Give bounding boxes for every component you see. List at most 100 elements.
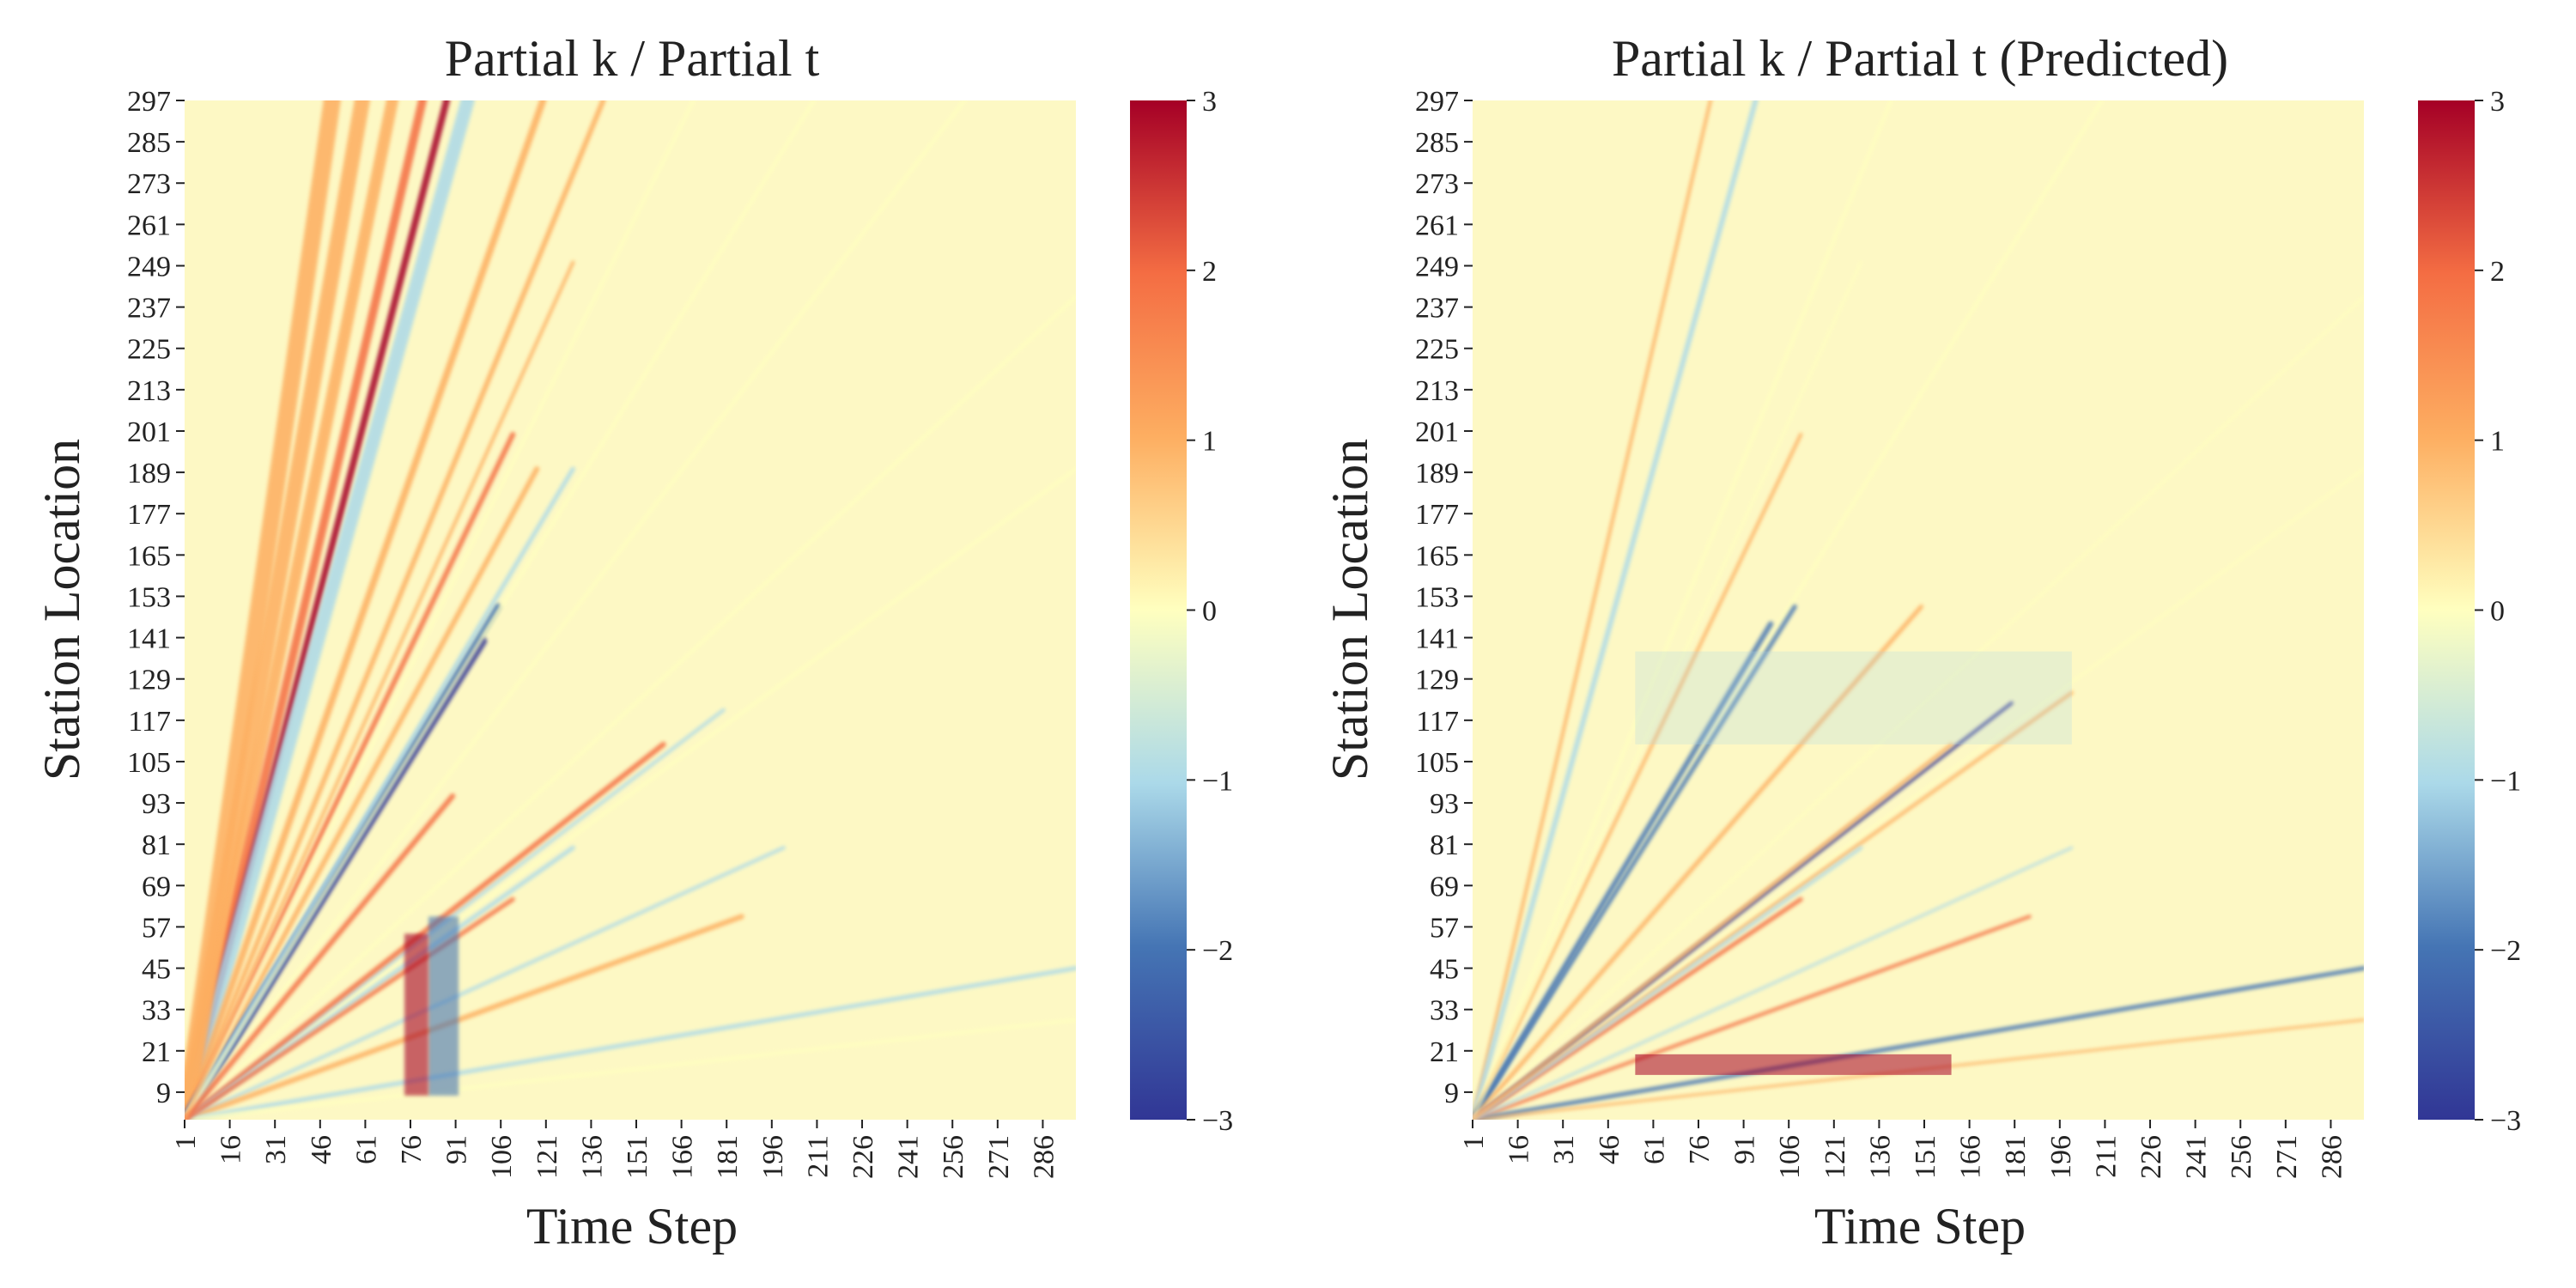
x-tick-label: 121 — [1820, 1135, 1851, 1179]
y-tick-label: 165 — [1415, 540, 1459, 572]
x-tick-label: 61 — [350, 1135, 382, 1164]
x-tick-label: 181 — [2000, 1135, 2032, 1179]
y-axis-label: Station Location — [1321, 439, 1378, 781]
y-tick-label: 273 — [1415, 168, 1459, 200]
y-tick-label: 93 — [142, 788, 171, 820]
y-tick-label: 297 — [1415, 86, 1459, 118]
y-tick-label: 201 — [127, 416, 171, 448]
x-tick-label: 151 — [622, 1135, 653, 1179]
x-tick-label: 31 — [260, 1135, 292, 1164]
x-axis-ticks: 1 16 31 46 61 76 91 106 121 136 151 166 181 196 211 226… — [170, 1120, 1060, 1179]
x-tick-label: 136 — [1864, 1135, 1896, 1179]
heatmap-streak — [185, 260, 575, 1120]
x-tick-label: 31 — [1548, 1135, 1580, 1164]
y-tick-label: 57 — [142, 912, 171, 944]
x-axis-label: Time Step — [526, 1198, 738, 1255]
colorbar: 3 2 1 0 −1 −2 −3 — [2418, 86, 2521, 1137]
x-tick-label: 106 — [486, 1135, 518, 1179]
y-tick-label: 189 — [127, 458, 171, 489]
x-tick-label: 226 — [2136, 1135, 2167, 1179]
y-tick-label: 9 — [1444, 1078, 1459, 1109]
heatmap-streak — [185, 100, 816, 1120]
y-tick-label: 177 — [127, 499, 171, 531]
colorbar-tick-label: 3 — [2490, 86, 2505, 118]
x-tick-label: 91 — [1729, 1135, 1761, 1164]
colorbar-tick-label: 1 — [2490, 426, 2505, 458]
heatmap-streak — [1473, 295, 2364, 1120]
y-tick-label: 81 — [142, 829, 171, 861]
heatmap-streak — [1473, 742, 1953, 1120]
y-tick-label: 213 — [127, 375, 171, 407]
x-tick-label: 241 — [893, 1135, 925, 1179]
x-tick-label: 1 — [1458, 1135, 1490, 1150]
y-tick-label: 153 — [1415, 581, 1459, 613]
y-axis-ticks: 297 285 273 261 249 237 225 213 201 189 177 165 153 1… — [1415, 86, 1473, 1109]
x-tick-label: 286 — [2316, 1135, 2348, 1179]
x-tick-label: 211 — [2090, 1135, 2122, 1178]
heatmap-streak — [1473, 467, 2364, 1120]
heatmap-streak — [185, 466, 575, 1120]
colorbar-gradient — [1130, 100, 1187, 1120]
colorbar-tick-label: 0 — [2490, 596, 2505, 628]
y-tick-label: 237 — [127, 293, 171, 325]
y-tick-label: 105 — [1415, 747, 1459, 779]
x-tick-label: 76 — [396, 1135, 428, 1164]
heatmap-svg-true: Partial k / Partial t 297285273261249237… — [33, 30, 1233, 1255]
x-tick-label: 196 — [757, 1135, 789, 1179]
y-axis-label: Station Location — [33, 439, 90, 781]
x-tick-label: 151 — [1910, 1135, 1941, 1179]
heatmap-blob — [404, 933, 429, 1096]
heatmap-streak — [1473, 846, 2074, 1120]
colorbar-tick-label: −1 — [2490, 765, 2521, 797]
heatmap-streak — [185, 914, 744, 1120]
y-tick-label: 117 — [128, 706, 171, 738]
x-tick-label: 76 — [1684, 1135, 1716, 1164]
heatmap-streak — [1473, 260, 1862, 1120]
heatmap-streak — [185, 1018, 1076, 1120]
x-tick-label: 136 — [576, 1135, 608, 1179]
heatmap-streak — [1473, 846, 1863, 1120]
colorbar-tick-label: −2 — [2490, 935, 2521, 967]
x-tick-label: 271 — [2271, 1135, 2303, 1179]
y-tick-label: 261 — [1415, 210, 1459, 241]
colorbar-gradient — [2418, 100, 2475, 1120]
heatmap-blob — [1635, 651, 2072, 744]
heatmap-plot-area — [1473, 100, 2364, 1120]
y-tick-label: 225 — [127, 334, 171, 366]
heatmap-streak — [185, 966, 1076, 1120]
x-tick-label: 271 — [983, 1135, 1015, 1179]
heatmap-streak — [185, 100, 606, 1120]
y-tick-label: 105 — [127, 747, 171, 779]
colorbar: 3 2 1 0 −1 −2 −3 — [1130, 86, 1233, 1137]
heatmap-streak — [185, 100, 341, 1120]
y-tick-label: 189 — [1415, 458, 1459, 489]
heatmap-streak — [1473, 966, 2364, 1120]
x-tick-label: 16 — [1504, 1135, 1535, 1164]
y-tick-label: 117 — [1416, 706, 1459, 738]
x-tick-label: 256 — [938, 1135, 969, 1179]
y-tick-label: 21 — [1430, 1036, 1459, 1068]
colorbar-tick-label: 2 — [1202, 256, 1217, 288]
heatmap-streak — [1473, 100, 1713, 1120]
x-tick-label: 241 — [2181, 1135, 2213, 1179]
x-tick-label: 256 — [2226, 1135, 2257, 1179]
y-tick-label: 249 — [1415, 251, 1459, 283]
colorbar-tick-label: −1 — [1202, 765, 1233, 797]
y-tick-label: 33 — [1430, 995, 1459, 1027]
x-tick-label: 46 — [1594, 1135, 1625, 1164]
heatmap-streak — [1473, 432, 1803, 1120]
colorbar-tick-label: −3 — [1202, 1105, 1233, 1137]
y-tick-label: 297 — [127, 86, 171, 118]
y-tick-label: 141 — [1415, 623, 1459, 655]
y-tick-label: 69 — [142, 871, 171, 902]
heatmap-streak — [185, 793, 456, 1120]
x-tick-label: 16 — [216, 1135, 247, 1164]
y-tick-label: 129 — [127, 665, 171, 696]
y-tick-label: 273 — [127, 168, 171, 200]
x-tick-label: 121 — [532, 1135, 563, 1179]
heatmap-streak — [185, 295, 1076, 1120]
heatmap-streak — [1473, 914, 2032, 1120]
heatmap-streak — [185, 431, 516, 1120]
heatmap-plot-area — [185, 100, 1076, 1120]
x-tick-label: 61 — [1638, 1135, 1670, 1164]
